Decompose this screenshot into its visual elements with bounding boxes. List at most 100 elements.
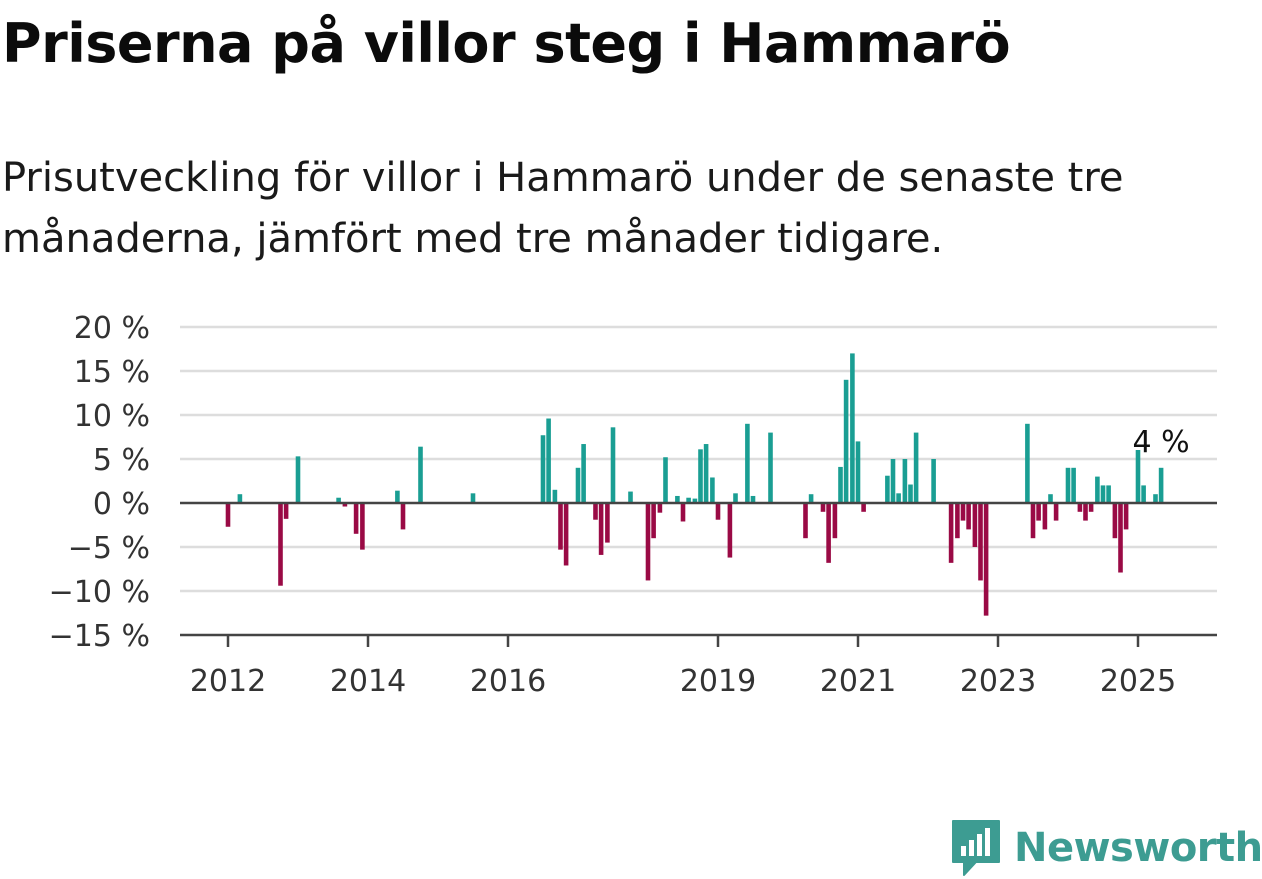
bar xyxy=(768,432,773,503)
bar xyxy=(1135,448,1141,503)
bar xyxy=(278,503,283,586)
bar xyxy=(861,503,866,512)
bar xyxy=(237,494,243,503)
y-tick-label: −15 % xyxy=(49,619,150,654)
x-tick-label: 2014 xyxy=(330,664,406,699)
bar xyxy=(1053,503,1059,521)
y-tick-label: 20 % xyxy=(74,311,150,346)
bar xyxy=(715,503,721,520)
bar xyxy=(540,435,546,503)
axes: 20 % 15 % 10 % 5 % 0 % −5 % −10 % −15 % 2012 2014… xyxy=(49,311,1217,699)
bar xyxy=(820,503,826,512)
bars xyxy=(225,353,1164,616)
x-tick-label: 2025 xyxy=(1100,664,1176,699)
bar xyxy=(657,503,663,513)
bar xyxy=(966,503,971,530)
bar xyxy=(727,503,733,558)
bar xyxy=(395,490,400,503)
bar xyxy=(418,446,423,503)
bar xyxy=(575,467,581,503)
bar xyxy=(1088,503,1094,512)
bar xyxy=(593,503,598,520)
bar xyxy=(850,353,855,503)
chart-logo-icon xyxy=(952,820,1000,876)
bar xyxy=(336,497,341,503)
bar xyxy=(843,379,849,503)
brand-name: Newsworthy xyxy=(1014,825,1262,871)
bar xyxy=(983,503,989,616)
bar xyxy=(1042,503,1048,530)
bar xyxy=(1112,503,1118,539)
y-tick-label: −5 % xyxy=(68,531,150,566)
bar xyxy=(470,493,476,503)
y-tick-label: −10 % xyxy=(49,575,150,610)
bar xyxy=(838,466,843,503)
bar xyxy=(651,503,656,539)
bar xyxy=(1100,485,1106,503)
x-tick-label: 2016 xyxy=(470,664,546,699)
x-tick-label: 2023 xyxy=(960,664,1036,699)
bar xyxy=(686,497,691,503)
bar xyxy=(675,495,680,503)
x-tick-label: 2012 xyxy=(190,664,266,699)
bar xyxy=(628,491,633,503)
bar xyxy=(931,459,936,503)
bar xyxy=(295,456,301,503)
bar xyxy=(1025,423,1030,503)
bar xyxy=(546,418,551,503)
bar xyxy=(645,503,651,581)
bar xyxy=(680,503,686,522)
bar xyxy=(955,503,960,539)
bar xyxy=(610,427,616,503)
bar xyxy=(1123,503,1129,530)
bar xyxy=(598,503,604,555)
bar xyxy=(558,503,563,550)
bar xyxy=(1036,503,1041,521)
chart-title: Priserna på villor steg i Hammarö xyxy=(2,12,1011,75)
bar xyxy=(663,457,668,503)
bar xyxy=(896,493,901,503)
bar xyxy=(1048,494,1053,503)
bar-chart: 20 % 15 % 10 % 5 % 0 % −5 % −10 % −15 % 2012 2014… xyxy=(49,311,1217,699)
bar xyxy=(1065,467,1071,503)
grid-layer xyxy=(180,325,1217,593)
bar xyxy=(1153,494,1158,503)
bar xyxy=(1106,485,1111,503)
bar xyxy=(353,503,359,534)
bar xyxy=(1083,503,1088,521)
bar xyxy=(552,489,558,503)
bar xyxy=(1071,467,1076,503)
bar xyxy=(225,503,231,527)
bar xyxy=(400,503,406,530)
bar xyxy=(1030,503,1036,539)
bar xyxy=(885,475,890,503)
bar xyxy=(710,477,715,503)
latest-value-annotation: 4 % xyxy=(1133,425,1190,460)
bar xyxy=(1077,503,1083,512)
bar xyxy=(808,494,814,503)
bar xyxy=(581,444,586,503)
bar xyxy=(692,498,698,503)
bar xyxy=(803,503,808,539)
bar xyxy=(855,441,861,503)
brand-logo: Newsworthy xyxy=(950,818,1262,878)
y-tick-label: 10 % xyxy=(74,399,150,434)
bar xyxy=(1118,503,1123,573)
x-tick-label: 2019 xyxy=(680,664,756,699)
bar xyxy=(960,503,966,521)
x-tick-label: 2021 xyxy=(820,664,896,699)
bar xyxy=(703,444,709,503)
bar xyxy=(948,503,954,563)
bar xyxy=(832,503,838,539)
y-tick-label: 5 % xyxy=(93,443,150,478)
bar xyxy=(733,493,738,503)
y-tick-label: 15 % xyxy=(74,355,150,390)
y-tick-label: 0 % xyxy=(93,487,150,522)
bar xyxy=(972,503,978,547)
bar xyxy=(342,503,348,507)
bar xyxy=(978,503,983,581)
bar xyxy=(745,423,750,503)
bar xyxy=(1158,467,1164,503)
bar xyxy=(908,484,913,503)
bar xyxy=(1095,476,1100,503)
